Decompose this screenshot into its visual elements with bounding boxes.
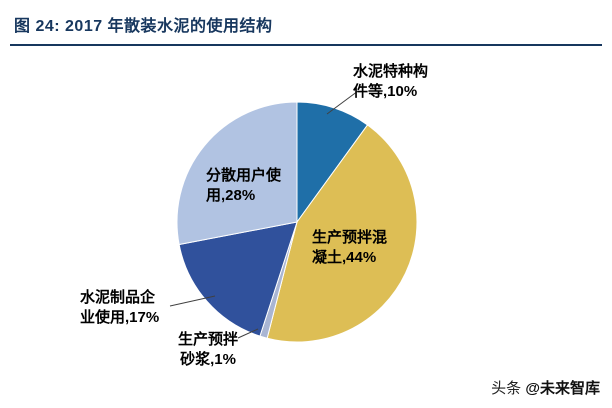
pie-chart-svg	[169, 90, 418, 343]
watermark: 头条 @未来智库	[491, 377, 600, 398]
pie-slice-28pct	[176, 101, 298, 246]
leader-line-17pct	[169, 295, 216, 307]
watermark-handle: @未来智库	[525, 380, 600, 397]
pie-slice-10pct	[296, 101, 369, 224]
slice-label-ready-mix-concrete: 生产预拌混凝土,44%	[312, 229, 388, 267]
figure-title: 图 24: 2017 年散装水泥的使用结构	[14, 18, 273, 35]
watermark-prefix: 头条	[491, 380, 522, 397]
pie-slices	[176, 101, 418, 343]
slice-label-ready-mix-mortar: 生产预拌砂浆,1%	[177, 331, 238, 369]
pie-slice-44pct	[266, 124, 418, 343]
pie-chart: 水泥特种构件等,10% 生产预拌混凝土,44% 分散用户使用,28% 水泥制品企…	[0, 46, 612, 376]
leader-line-10pct	[326, 90, 359, 115]
slice-label-cement-products: 水泥制品企业使用,17%	[80, 289, 160, 327]
slice-label-scattered-users: 分散用户使用,28%	[206, 167, 282, 205]
leader-lines	[169, 90, 359, 339]
slice-label-special-components: 水泥特种构件等,10%	[353, 63, 429, 101]
leader-line-1pct	[237, 328, 259, 339]
title-underline	[10, 44, 602, 46]
